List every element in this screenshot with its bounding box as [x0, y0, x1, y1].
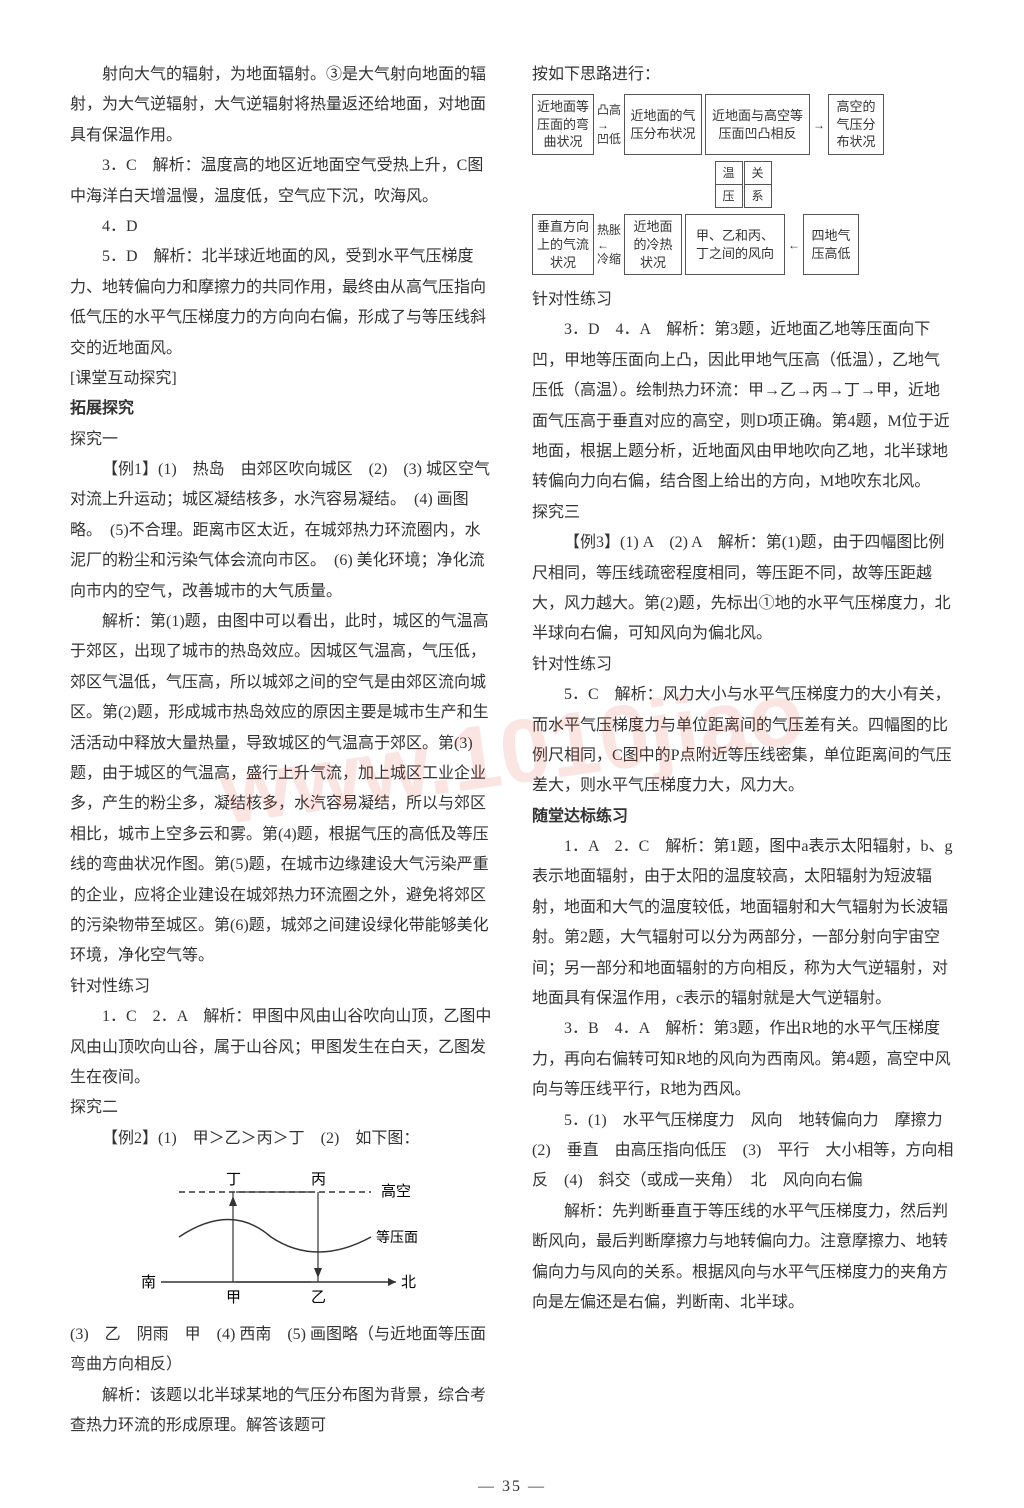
paragraph: 4．D [70, 212, 492, 242]
diagram-label: 甲 [226, 1290, 241, 1306]
paragraph: 3．D 4．A 解析：第3题，近地面乙地等压面向下凹，甲地等压面向上凸，因此甲地… [532, 315, 954, 497]
paragraph: 1．C 2．A 解析：甲图中风由山谷吹向山顶，乙图中风由山顶吹向山谷，属于山谷风… [70, 1002, 492, 1093]
diagram-label: 丙 [311, 1172, 326, 1188]
flow-connector: 热胀 ← 冷缩 [597, 214, 621, 275]
flow-box: 垂直方向上的气流状况 [532, 214, 594, 275]
section-heading: 针对性练习 [532, 285, 954, 315]
paragraph: 解析：先判断垂直于等压线的水平气压梯度力，然后判断风向，最后判断摩擦力与地转偏向… [532, 1197, 954, 1319]
paragraph: (3) 乙 阴雨 甲 (4) 西南 (5) 画图略（与近地面等压面弯曲方向相反） [70, 1320, 492, 1381]
paragraph: 解析：该题以北半球某地的气压分布图为背景，综合考查热力环流的形成原理。解答该题可 [70, 1381, 492, 1442]
flow-connector: ← [788, 214, 800, 275]
flow-box: 关 [744, 161, 772, 185]
paragraph: 射向大气的辐射，为地面辐射。③是大气射向地面的辐射，为大气逆辐射，大气逆辐射将热… [70, 60, 492, 151]
section-heading: 针对性练习 [70, 972, 492, 1002]
diagram-label: 乙 [311, 1290, 326, 1306]
flow-box: 近地面的气压分布状况 [624, 94, 702, 155]
flow-box: 四地气压高低 [803, 214, 859, 275]
paragraph: 5．C 解析：风力大小与水平气压梯度力的大小有关，而水平气压梯度力与单位距离间的… [532, 680, 954, 802]
page-content: 射向大气的辐射，为地面辐射。③是大气射向地面的辐射，为大气逆辐射，大气逆辐射将热… [70, 60, 954, 1442]
right-column: 按如下思路进行： 近地面等压面的弯曲状况 凸高 → 凹低 近地面的气压分布状况 … [532, 60, 954, 1442]
flow-connector: → [813, 94, 825, 155]
section-heading: 随堂达标练习 [532, 802, 954, 832]
paragraph: 【例1】(1) 热岛 由郊区吹向城区 (2) (3) 城区空气对流上升运动；城区… [70, 455, 492, 607]
paragraph: 1．A 2．C 解析：第1题，图中a表示太阳辐射，b、g表示地面辐射，由于太阳的… [532, 832, 954, 1014]
flowchart-diagram: 近地面等压面的弯曲状况 凸高 → 凹低 近地面的气压分布状况 近地面与高空等压面… [532, 94, 954, 275]
flow-box: 温 [715, 161, 743, 185]
paragraph: 解析：第(1)题，由图中可以看出，此时，城区的气温高于郊区，出现了城市的热岛效应… [70, 607, 492, 972]
flow-box: 系 [744, 184, 772, 208]
section-heading: 探究三 [532, 498, 954, 528]
page-number: — 35 — [70, 1472, 954, 1502]
flow-box: 近地面与高空等压面凹凸相反 [705, 94, 810, 155]
section-heading: 探究一 [70, 425, 492, 455]
diagram-label: 等压面 [376, 1229, 418, 1246]
flow-box: 高空的气压分布状况 [828, 94, 884, 155]
paragraph: 按如下思路进行： [532, 60, 954, 90]
flow-box: 压 [715, 184, 743, 208]
paragraph: 3．C 解析：温度高的地区近地面空气受热上升，C图中海洋白天增温慢，温度低，空气… [70, 151, 492, 212]
flow-box: 近地面等压面的弯曲状况 [532, 94, 594, 155]
paragraph: 3．B 4．A 解析：第3题，作出R地的水平气压梯度力，再向右偏转可知R地的风向… [532, 1014, 954, 1105]
diagram-label: 南 [141, 1274, 156, 1291]
flow-box: 甲、乙和丙、丁之间的风向 [685, 214, 785, 275]
section-heading: 拓展探究 [70, 394, 492, 424]
diagram-label: 高空 [381, 1183, 411, 1200]
paragraph: 5．(1) 水平气压梯度力 风向 地转偏向力 摩擦力 (2) 垂直 由高压指向低… [532, 1106, 954, 1197]
left-column: 射向大气的辐射，为地面辐射。③是大气射向地面的辐射，为大气逆辐射，大气逆辐射将热… [70, 60, 492, 1442]
pressure-diagram: 丁 丙 高空 等压面 南 北 甲 乙 [141, 1162, 421, 1312]
paragraph: 【例3】(1) A (2) A 解析：第(1)题，由于四幅图比例尺相同，等压线疏… [532, 528, 954, 650]
flow-connector: 凸高 → 凹低 [597, 94, 621, 155]
diagram-label: 北 [401, 1274, 416, 1291]
section-heading: 针对性练习 [532, 650, 954, 680]
paragraph: 5．D 解析：北半球近地面的风，受到水平气压梯度力、地转偏向力和摩擦力的共同作用… [70, 242, 492, 364]
section-heading: [课堂互动探究] [70, 364, 492, 394]
section-heading: 探究二 [70, 1093, 492, 1123]
diagram-label: 丁 [226, 1172, 241, 1188]
paragraph: 【例2】(1) 甲＞乙＞丙＞丁 (2) 如下图： [70, 1124, 492, 1154]
flow-box: 近地面的冷热状况 [624, 214, 682, 275]
